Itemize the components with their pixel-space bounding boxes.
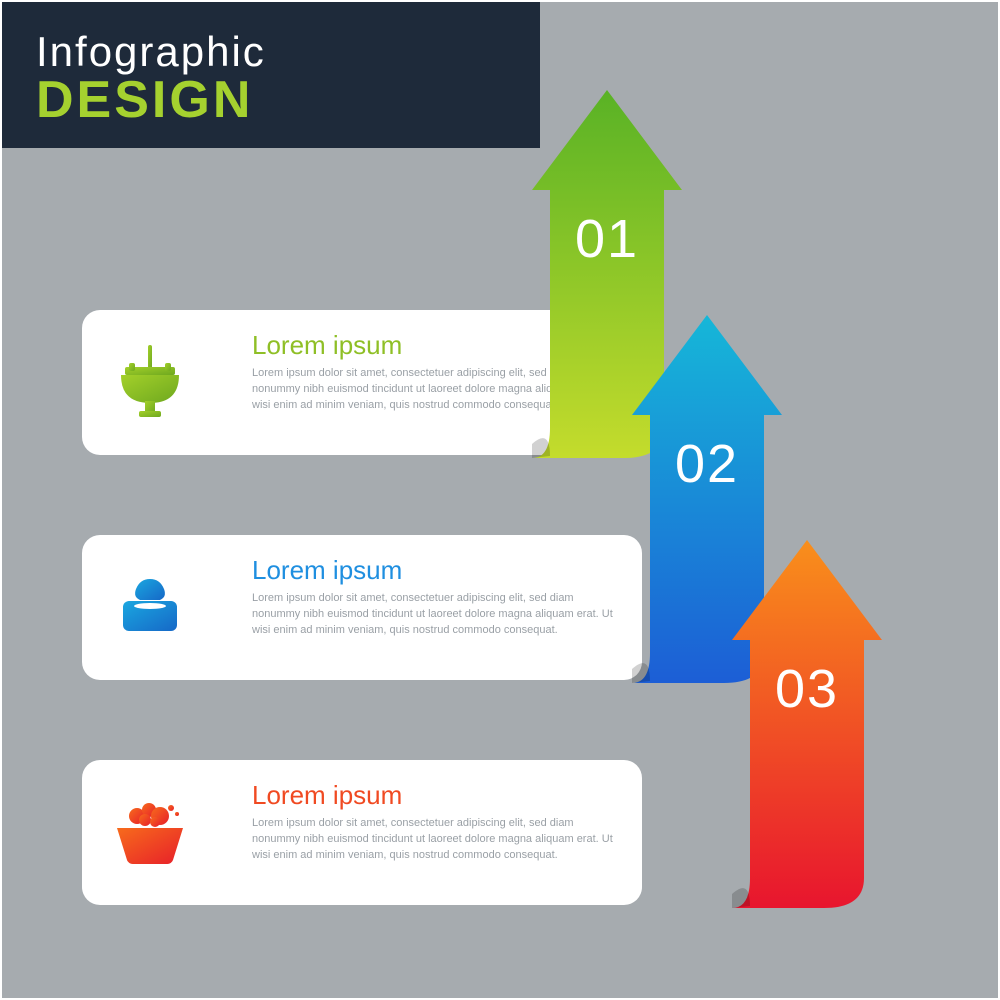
row-title: Lorem ipsum	[252, 780, 402, 811]
sink-icon	[110, 338, 190, 428]
header-line2: DESIGN	[36, 70, 504, 130]
arrow-3: 03	[732, 540, 882, 908]
header-block: Infographic DESIGN	[0, 0, 540, 148]
info-row-3: Lorem ipsum Lorem ipsum dolor sit amet, …	[82, 760, 642, 905]
infographic-stage: Infographic DESIGN Lorem ipsum Lorem ips…	[0, 0, 1000, 1000]
arrow-number: 02	[632, 433, 782, 495]
info-row-2: Lorem ipsum Lorem ipsum dolor sit amet, …	[82, 535, 642, 680]
row-body: Lorem ipsum dolor sit amet, consectetuer…	[252, 591, 622, 639]
row-title: Lorem ipsum	[252, 555, 402, 586]
tissue-icon	[110, 563, 190, 653]
arrow-number: 01	[532, 208, 682, 270]
basin-icon	[110, 788, 190, 878]
row-body: Lorem ipsum dolor sit amet, consectetuer…	[252, 816, 622, 864]
row-title: Lorem ipsum	[252, 330, 402, 361]
arrow-number: 03	[732, 658, 882, 720]
header-line1: Infographic	[36, 28, 504, 76]
